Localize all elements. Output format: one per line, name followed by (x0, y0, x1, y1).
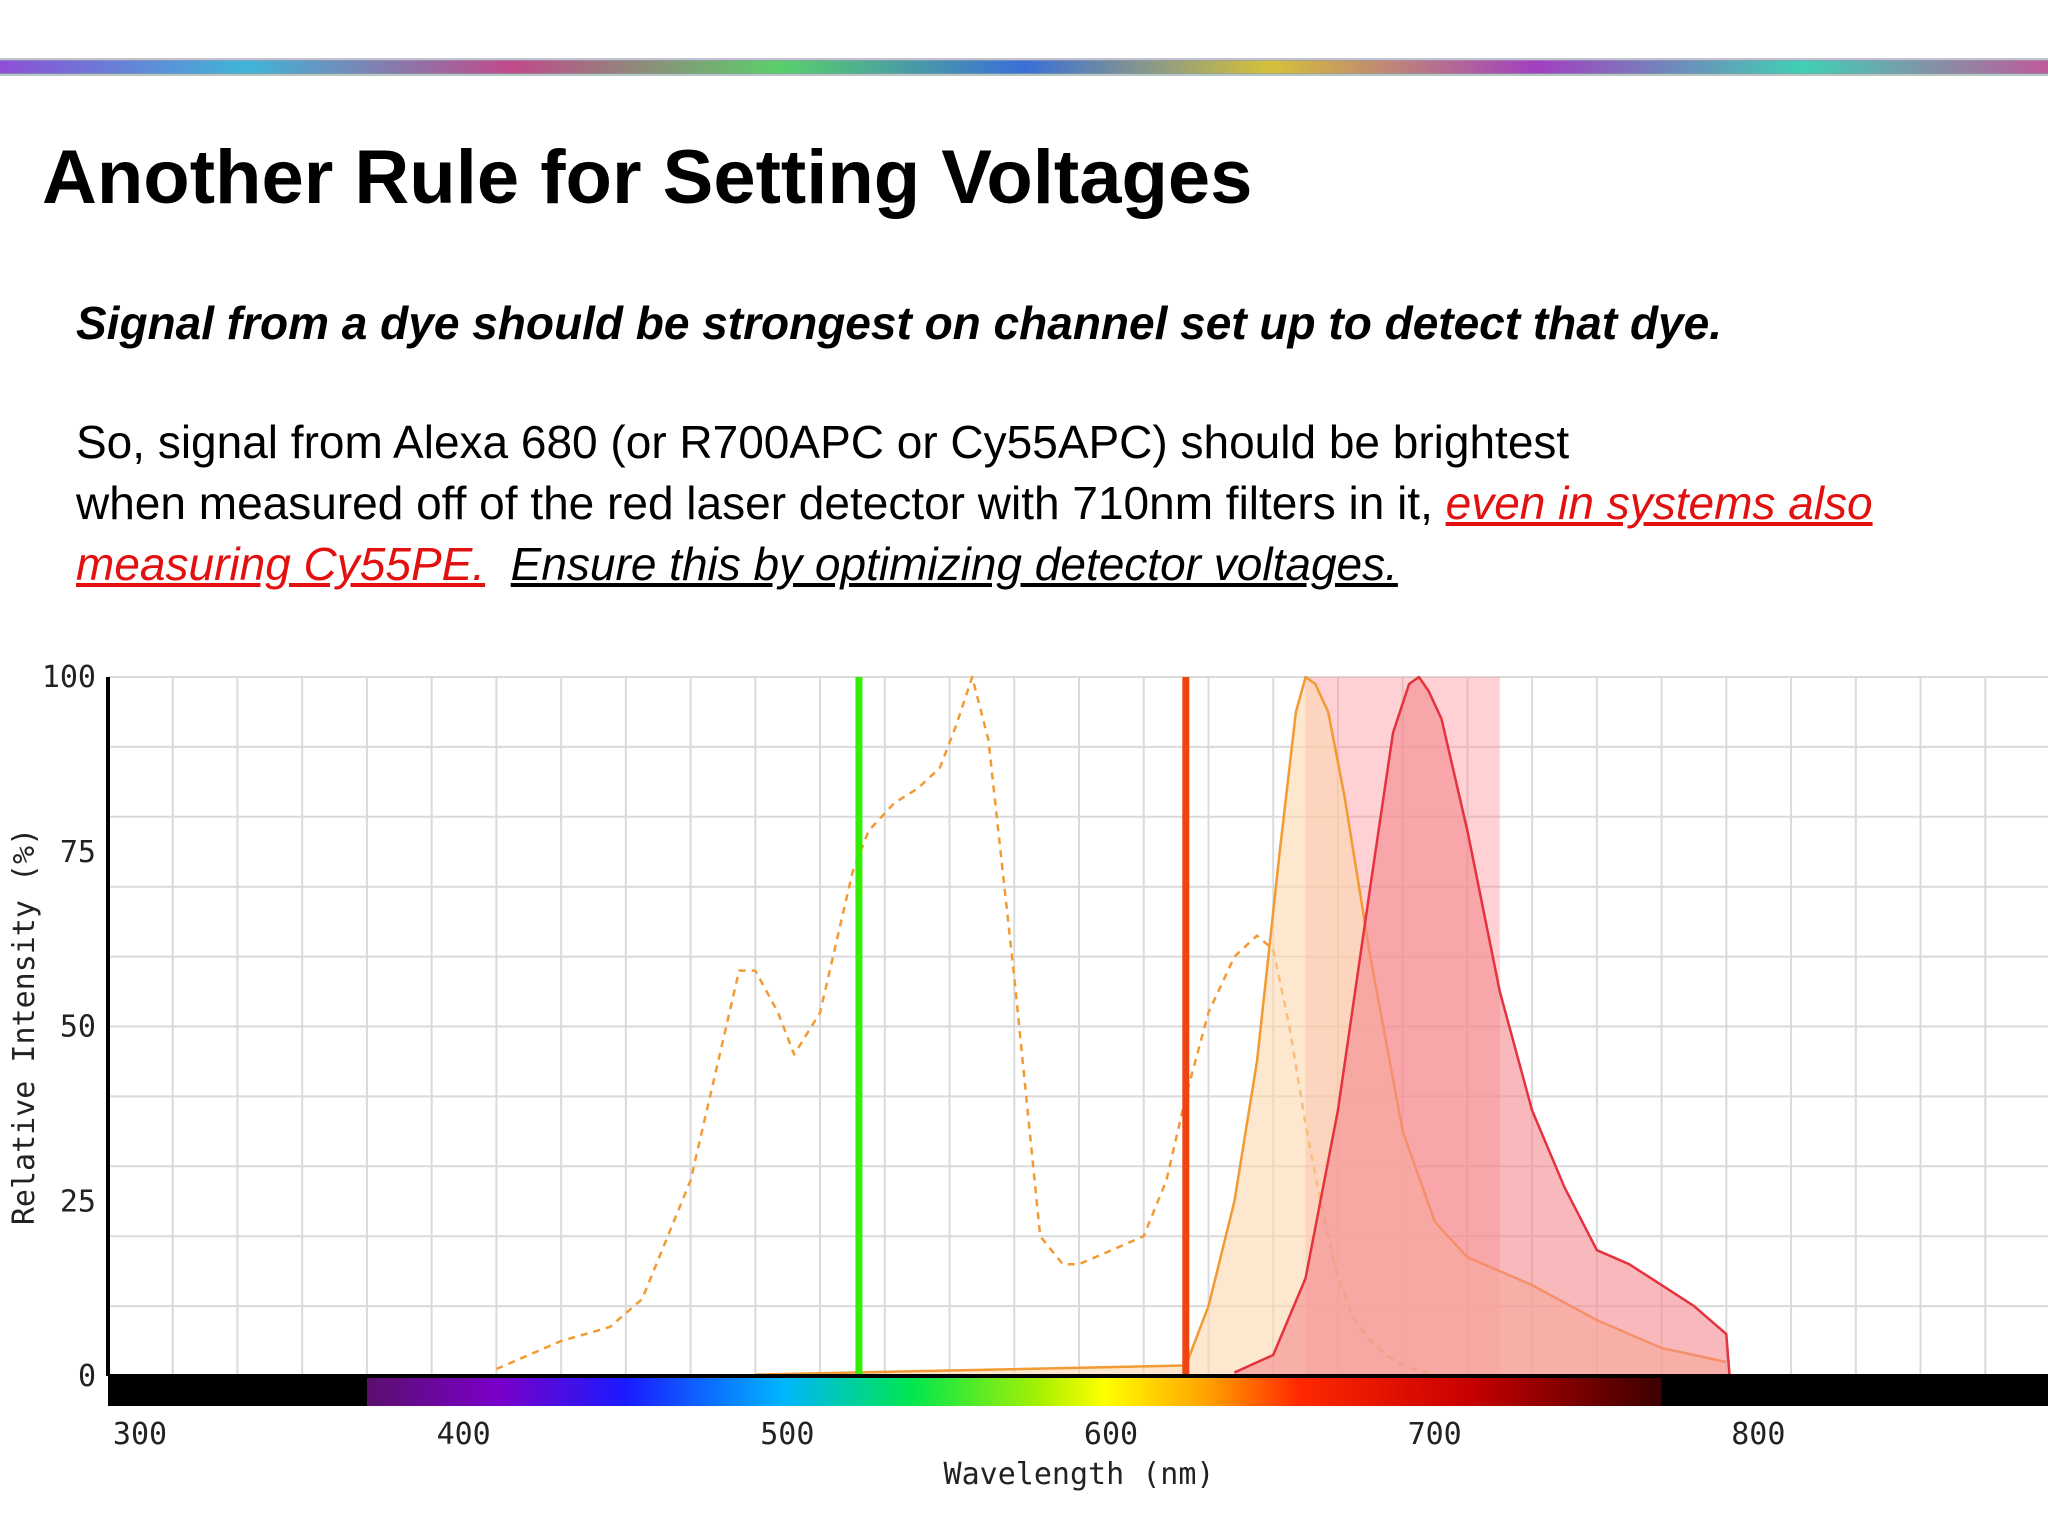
y-axis-label: Relative Intensity (%) (7, 828, 42, 1225)
spectrum-bar (366, 1376, 1662, 1406)
y-tick-label: 50 (60, 1010, 96, 1045)
y-tick-label: 25 (60, 1184, 96, 1219)
para-underlined-advice: Ensure this by optimizing detector volta… (510, 538, 1398, 590)
x-tick-label: 700 (1408, 1417, 1462, 1452)
x-tick-label: 500 (760, 1417, 814, 1452)
y-tick-label: 100 (42, 660, 96, 695)
spectrum-chart: 3004005006007008009000255075100Wavelengt… (7, 660, 2048, 1492)
x-tick-label: 800 (1731, 1417, 1785, 1452)
x-tick-label: 600 (1084, 1417, 1138, 1452)
series-2-line (1233, 675, 1731, 1377)
para-line-2: when measured off of the red laser detec… (76, 477, 1433, 529)
explanation-paragraph: So, signal from Alexa 680 (or R700APC or… (76, 412, 2026, 595)
slide-title: Another Rule for Setting Voltages (42, 135, 1253, 220)
x-tick-label: 400 (437, 1417, 491, 1452)
y-tick-label: 75 (60, 835, 96, 870)
lead-statement: Signal from a dye should be strongest on… (76, 297, 1723, 349)
y-tick-label: 0 (78, 1359, 96, 1394)
x-axis-label: Wavelength (nm) (944, 1457, 1215, 1492)
series-1-area (755, 677, 1727, 1376)
para-line-1: So, signal from Alexa 680 (or R700APC or… (76, 416, 1570, 468)
x-tick-label: 300 (113, 1417, 167, 1452)
series-2-area (1234, 677, 1730, 1376)
decorative-top-band (0, 58, 2048, 76)
para-red-emphasis: even in systems also measuring Cy55PE. (76, 477, 1873, 590)
